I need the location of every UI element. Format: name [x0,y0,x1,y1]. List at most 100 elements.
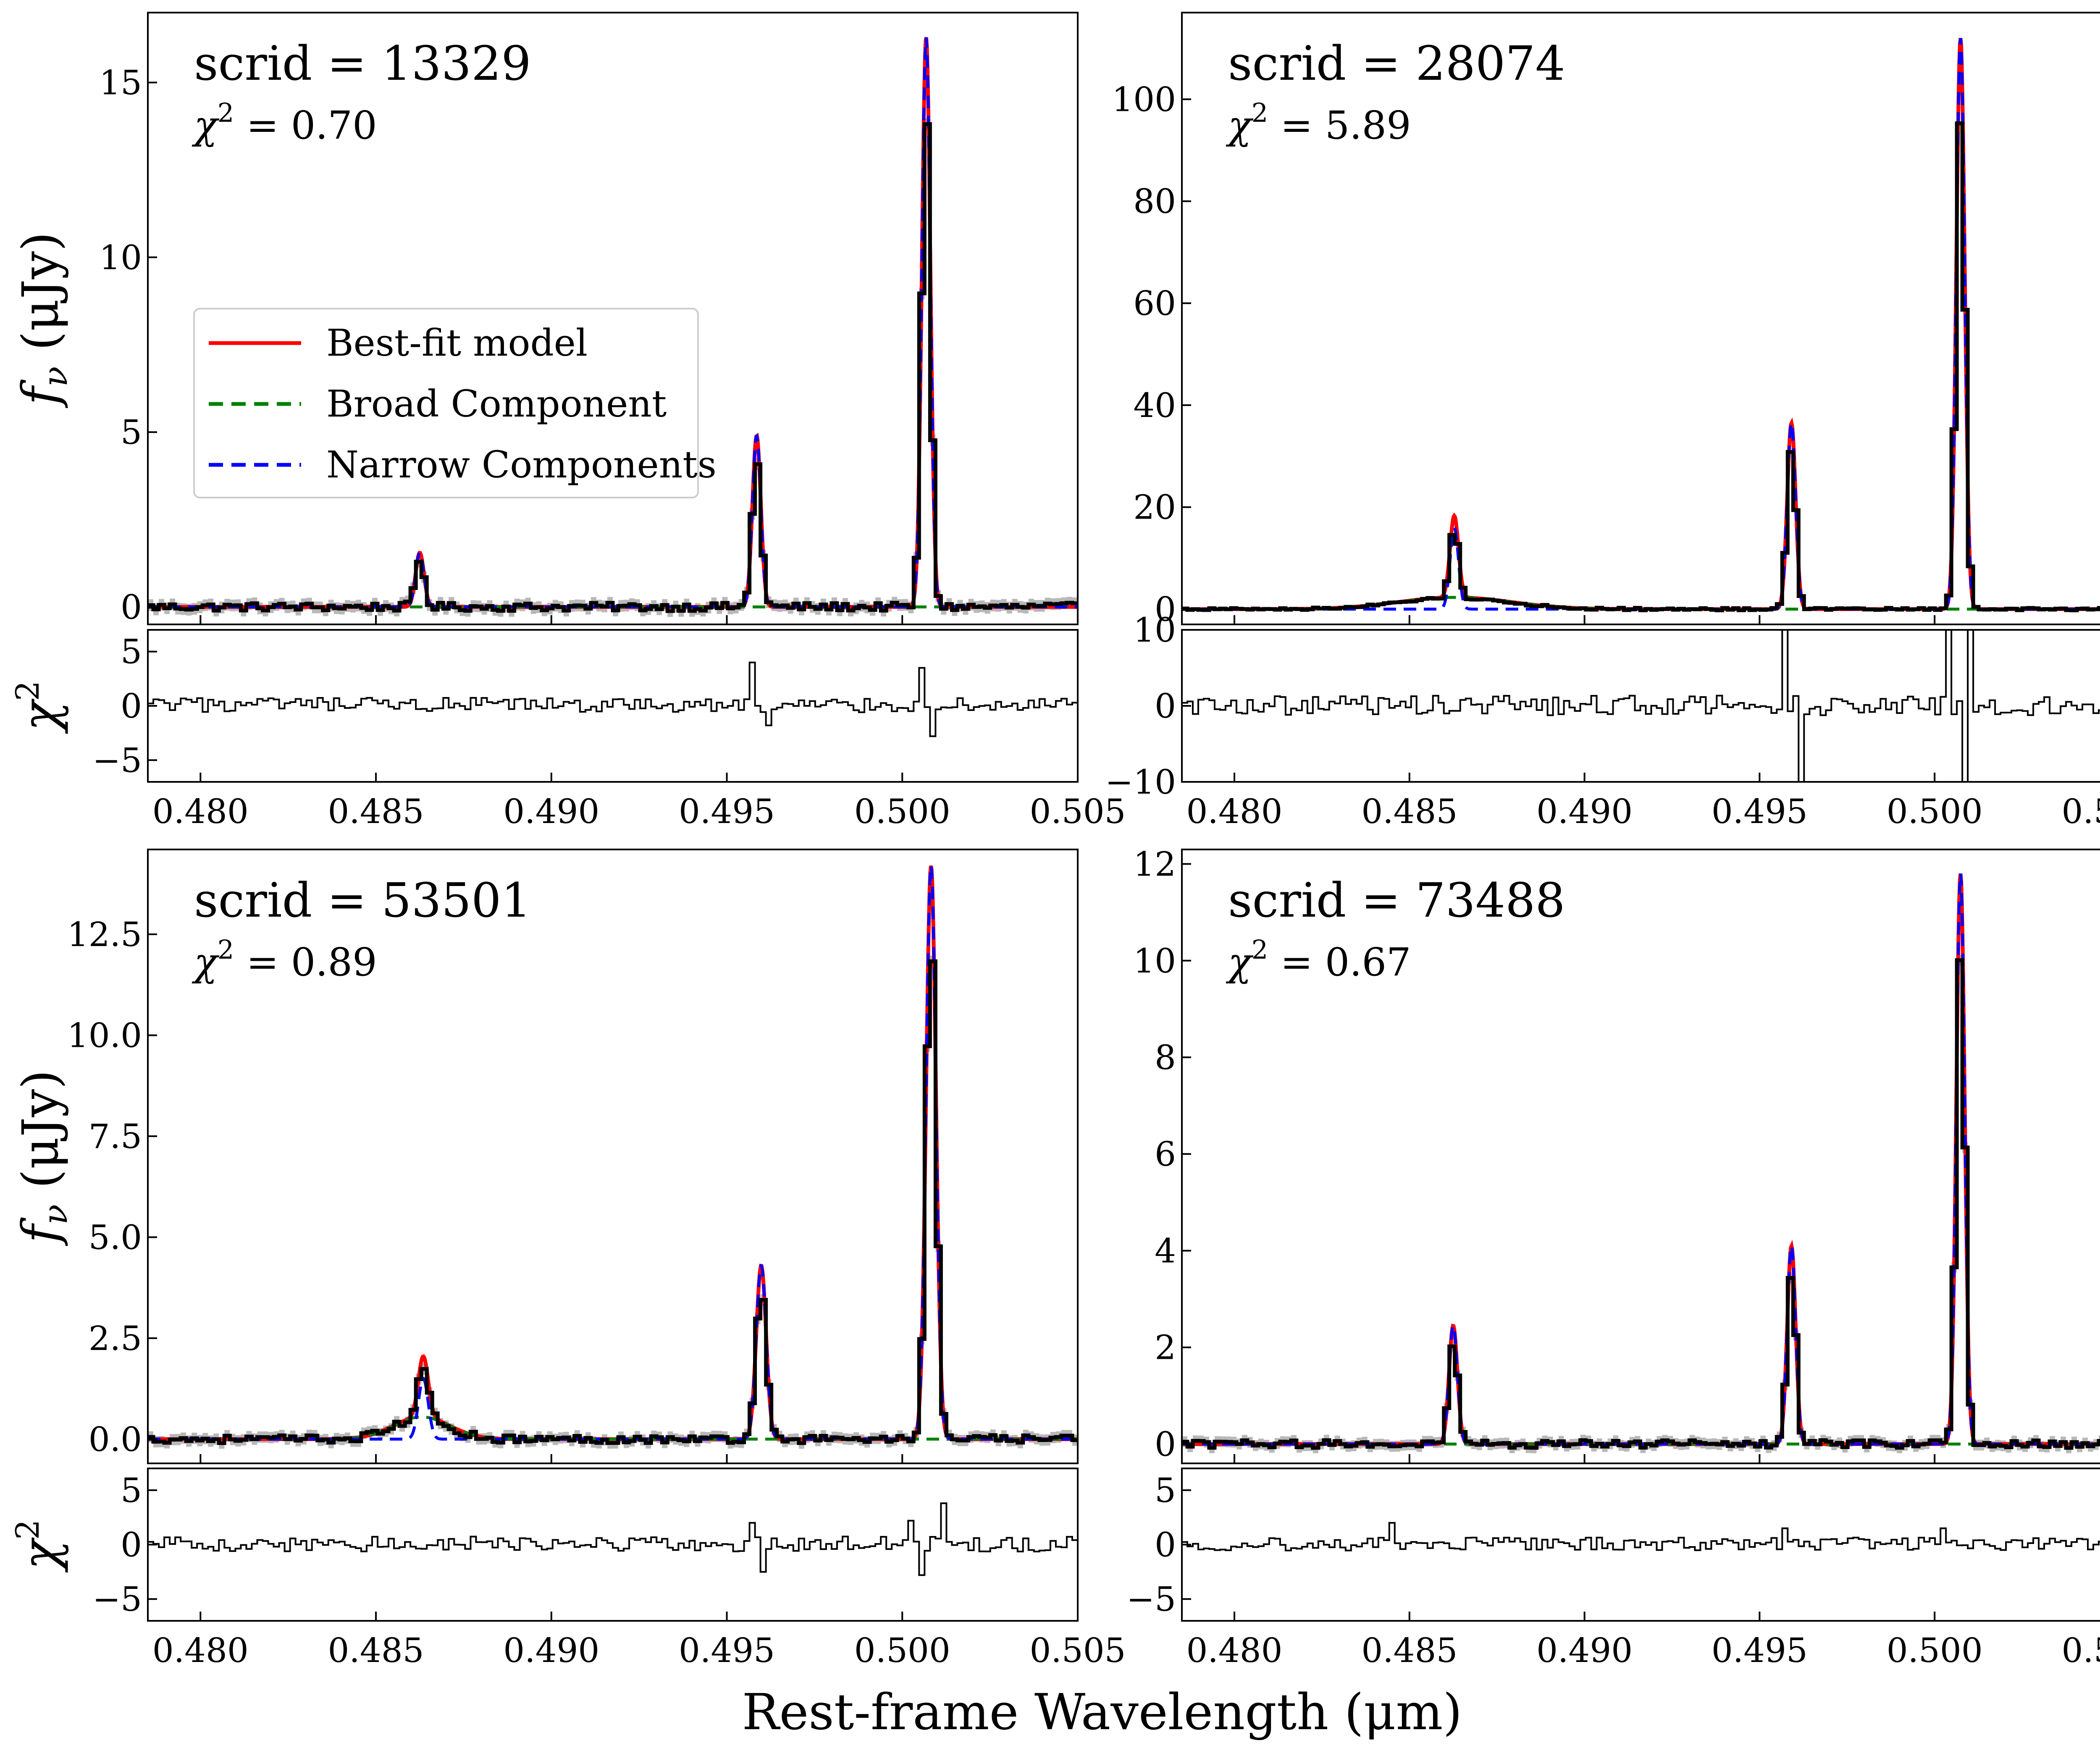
residual-y-tick-label: 0 [121,1526,142,1565]
chi2-symbol: χ [192,940,220,985]
chi2-value: χ2 = 0.67 [1226,934,1411,985]
x-tick-label: 0.480 [1186,1631,1283,1670]
panel-title: scrid = 53501 [194,873,531,928]
residual-y-axis-title-chi: χ [11,1537,69,1573]
y-tick-label: 20 [1133,488,1176,527]
residual-y-axis-title-chi: χ [11,698,69,734]
flux-plot-area [1182,873,2100,1454]
x-tick-label: 0.485 [328,1631,424,1670]
x-axis-title: Rest-frame Wavelength (μm) [742,1683,1462,1741]
y-tick-label: 0 [1155,1425,1176,1464]
y-axis-title-nu: ν [36,366,75,387]
x-tick-label: 0.480 [152,792,249,831]
flux-axes-frame [1181,12,2100,625]
chi2-number: = 0.67 [1268,940,1411,985]
y-tick-label: 10.0 [67,1016,142,1055]
panel-title: scrid = 73488 [1228,873,1565,928]
x-tick-label: 0.495 [679,1631,775,1670]
x-tick-label: 0.485 [1361,1631,1457,1670]
y-tick-label: 60 [1133,284,1176,323]
flux-axes-frame [147,12,1079,625]
x-tick-label: 0.505 [2061,792,2100,831]
y-tick-label: 80 [1133,182,1176,221]
observed-spectrum-step [148,122,1078,613]
residual-y-tick-label: 5 [1155,1471,1176,1510]
y-axis-title-unit: (μJy) [11,232,69,366]
legend-box [193,308,699,498]
chi2-number: = 0.89 [234,940,377,985]
y-tick-label: 12 [1133,845,1176,884]
legend-label: Narrow Components [326,443,717,486]
chi2-value: χ2 = 5.89 [1226,97,1411,148]
observed-spectrum-step [1182,121,2100,613]
residual-y-tick-label: −5 [92,1580,142,1619]
x-tick-label: 0.490 [503,792,599,831]
panel-title: scrid = 13329 [194,37,531,91]
residual-y-axis-title: χ2 [9,681,69,734]
y-tick-label: 4 [1155,1231,1176,1270]
residual-y-tick-label: 5 [121,1471,142,1510]
residual-step [1182,1522,2100,1552]
chi2-superscript: 2 [1252,934,1268,965]
y-tick-label: 15 [99,63,142,102]
residual-y-tick-label: 10 [1133,611,1176,650]
chi2-symbol: χ [192,103,220,148]
y-axis-title: fν (μJy) [11,232,75,409]
chi2-value: χ2 = 0.70 [192,97,377,148]
x-tick-label: 0.500 [854,792,950,831]
observed-spectrum-step [148,959,1078,1445]
residual-step [1182,630,2100,782]
y-tick-label: 10 [99,238,142,277]
legend-label: Broad Component [326,382,667,425]
residual-y-tick-label: −5 [92,741,142,780]
x-tick-label: 0.500 [1887,1631,1983,1670]
flux-axes-frame [1181,849,2100,1464]
x-tick-label: 0.500 [854,1631,950,1670]
y-tick-label: 100 [1112,80,1176,119]
chi2-symbol: χ [1226,103,1254,148]
flux-plot-area [148,37,1078,617]
x-tick-label: 0.480 [152,1631,249,1670]
chi2-number: = 0.70 [234,103,377,148]
residual-plot-area [148,661,1078,737]
y-axis-title-unit: (μJy) [11,1070,69,1204]
x-tick-label: 0.480 [1186,792,1283,831]
y-tick-label: 5 [121,413,142,452]
chi2-superscript: 2 [1252,97,1268,128]
residual-y-axis-title: χ2 [9,1520,69,1573]
x-tick-label: 0.490 [1536,1631,1633,1670]
residual-step [148,661,1078,737]
y-tick-label: 40 [1133,386,1176,425]
residual-y-axis-title-sup: 2 [9,681,46,701]
residual-y-tick-label: 5 [121,632,142,671]
y-tick-label: 6 [1155,1135,1176,1174]
x-tick-label: 0.490 [1536,792,1633,831]
x-tick-label: 0.495 [1712,1631,1808,1670]
residual-y-tick-label: −5 [1126,1580,1176,1619]
panel-title: scrid = 28074 [1228,37,1565,91]
flux-plot-area [148,865,1078,1449]
y-tick-label: 2 [1155,1328,1176,1367]
chi2-value: χ2 = 0.89 [192,934,377,985]
y-tick-label: 10 [1133,941,1176,980]
observed-spectrum-step [1182,958,2100,1450]
x-tick-label: 0.505 [1029,792,1126,831]
residual-plot-area [1182,630,2100,782]
residual-y-tick-label: 0 [121,687,142,726]
y-tick-label: 0.0 [89,1420,142,1459]
y-tick-label: 5.0 [89,1218,142,1257]
x-tick-label: 0.495 [679,792,775,831]
legend: Best-fit model Broad Component Narrow Comp… [193,308,717,498]
chi2-symbol: χ [1226,940,1254,985]
chi2-number: = 5.89 [1268,103,1411,148]
y-axis-title-nu: ν [36,1204,75,1225]
y-tick-label: 12.5 [67,915,142,954]
y-tick-label: 2.5 [89,1319,142,1358]
flux-axes-frame [147,849,1079,1464]
residual-y-axis-title-sup: 2 [9,1520,46,1540]
